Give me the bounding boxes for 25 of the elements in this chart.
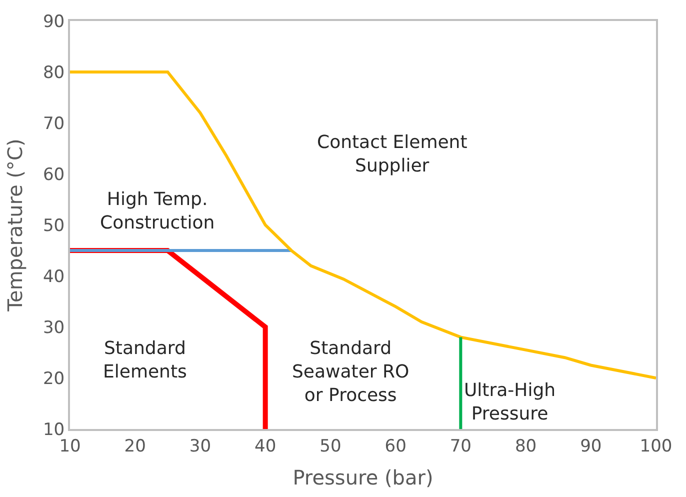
x-tick-label: 100 xyxy=(640,436,672,456)
x-tick-label: 70 xyxy=(450,436,472,456)
y-tick-label: 40 xyxy=(42,266,65,287)
annotation: Contact Element Supplier xyxy=(317,132,468,176)
x-tick-label: 90 xyxy=(580,436,602,456)
x-axis-title: Pressure (bar) xyxy=(292,465,434,490)
y-tick-label: 90 xyxy=(42,12,65,32)
line-series xyxy=(70,70,656,380)
x-tick-label: 20 xyxy=(124,436,146,456)
x-tick-label: 80 xyxy=(514,436,537,456)
y-tick-label: 60 xyxy=(42,164,65,185)
x-tick-label: 50 xyxy=(320,436,342,456)
annotation: Standard Elements xyxy=(103,338,187,382)
y-tick-label: 30 xyxy=(42,318,65,338)
x-tick-label: 60 xyxy=(384,436,406,456)
annotation: High Temp. Construction xyxy=(100,189,215,234)
y-tick-label: 20 xyxy=(42,368,65,389)
y-axis-title: Temperature (°C) xyxy=(2,138,27,312)
annotation: Standard Seawater RO or Process xyxy=(292,338,410,406)
annotation: Ultra-High Pressure xyxy=(464,380,556,424)
y-tick-label: 80 xyxy=(42,62,65,83)
x-tick-label: 30 xyxy=(189,436,212,456)
y-tick-label: 50 xyxy=(42,216,65,236)
x-tick-label: 40 xyxy=(254,436,276,456)
y-tick-label: 70 xyxy=(42,114,65,134)
